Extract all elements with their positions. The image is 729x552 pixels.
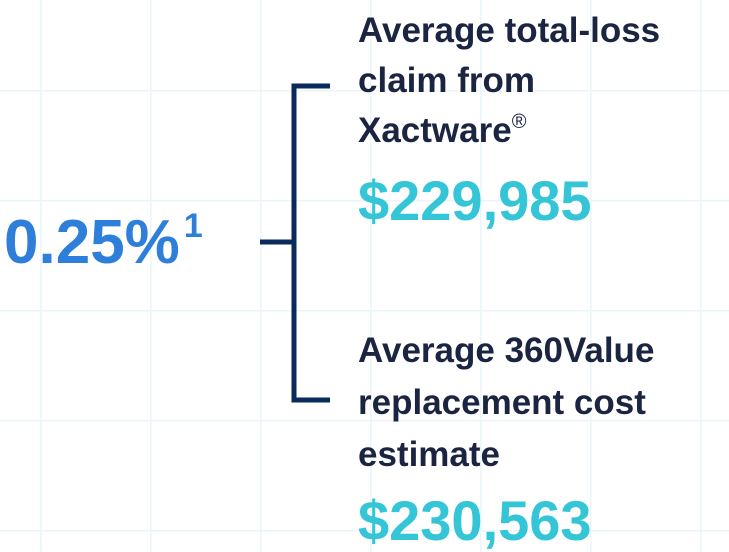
claim-label: claim from [358, 61, 535, 100]
claim-label: Average total-loss [358, 11, 660, 50]
claim-amount: $229,985 [358, 169, 592, 232]
percentage: 0.25% 1 [4, 207, 203, 277]
estimate-label: Average 360Value [358, 331, 654, 370]
estimate-amount: $230,563 [358, 489, 592, 552]
bracket [260, 83, 330, 403]
estimate-label: replacement cost [358, 383, 646, 422]
claim-label: Xactware® [358, 111, 527, 150]
estimate-label: estimate [358, 435, 500, 474]
